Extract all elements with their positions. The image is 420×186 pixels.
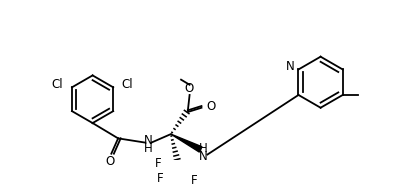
Text: O: O [207,100,216,113]
Text: N: N [199,150,207,163]
Text: N: N [144,134,152,147]
Text: F: F [191,174,197,186]
Text: Cl: Cl [52,78,63,91]
Text: O: O [184,82,193,95]
Text: N: N [286,60,295,73]
Text: H: H [144,142,152,155]
Text: F: F [157,172,163,185]
Text: F: F [155,157,162,170]
Polygon shape [171,134,202,152]
Text: H: H [199,142,207,155]
Text: O: O [105,155,114,168]
Text: Cl: Cl [122,78,134,91]
